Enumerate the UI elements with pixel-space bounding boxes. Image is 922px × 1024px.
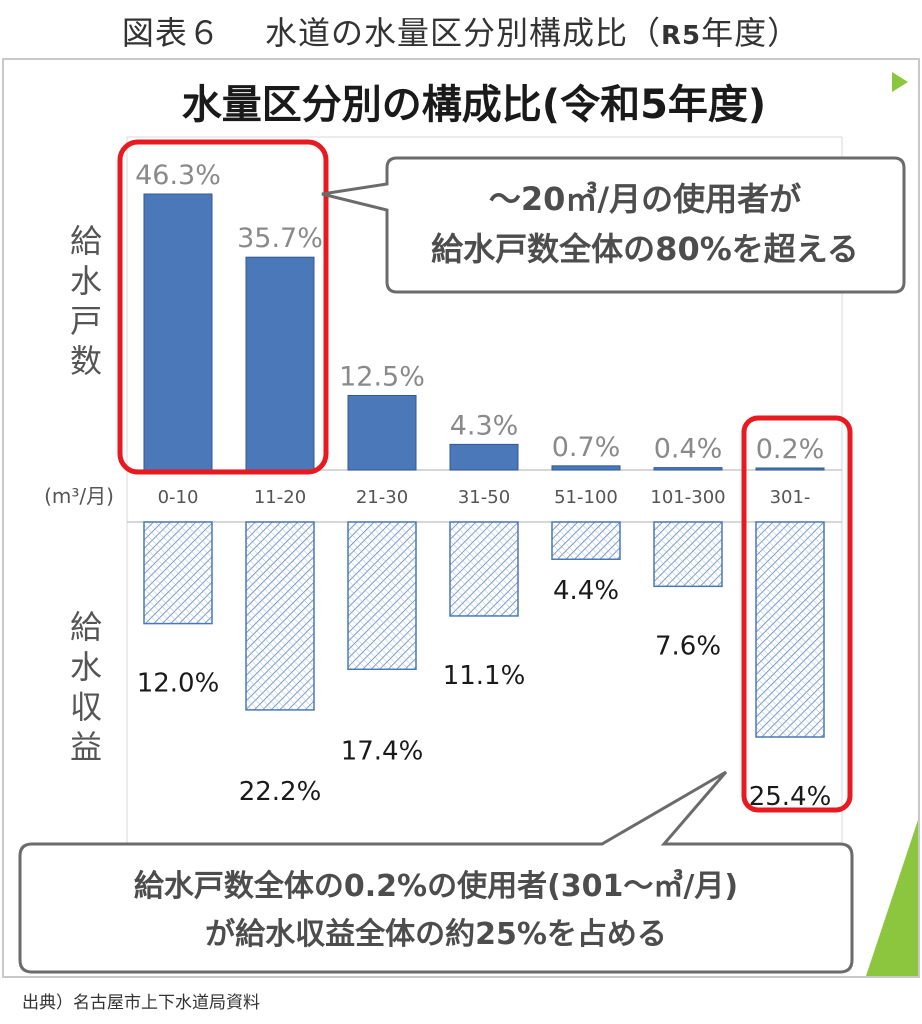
highlight-box-high-usage xyxy=(741,415,853,813)
households-bar-101-300 xyxy=(653,467,723,471)
series-label-bottom-text: 給水収益 xyxy=(70,608,102,766)
green-accent-arrow xyxy=(892,72,908,92)
households-label-301-: 0.2% xyxy=(756,434,825,465)
households-label-11-20: 35.7% xyxy=(237,223,323,254)
figure-caption: 図表６ 水道の水量区分別構成比（R5年度） xyxy=(0,8,922,54)
households-bar-301- xyxy=(755,467,825,471)
category-101-300: 101-300 xyxy=(650,487,725,508)
revenue-label-0-10: 12.0% xyxy=(137,669,220,699)
households-label-51-100: 0.7% xyxy=(552,432,621,463)
revenue-label-101-300: 7.6% xyxy=(655,631,721,661)
series-label-revenue: 給水収益 xyxy=(70,608,102,766)
revenue-bar-31-50 xyxy=(449,521,519,617)
green-accent-triangle xyxy=(866,820,918,976)
households-bar-0-10 xyxy=(143,193,213,471)
category-11-20: 11-20 xyxy=(254,487,306,508)
revenue-bar-101-300 xyxy=(653,521,723,588)
highlight-box-low-usage xyxy=(117,139,329,475)
chart-slide: 水量区分別の構成比(令和5年度) 給水戸数 給水収益 (m³/月) 0-10 11… xyxy=(2,58,920,978)
callout-top-bubble xyxy=(321,156,906,294)
figure-caption-suffix: 年度） xyxy=(701,14,801,52)
households-label-101-300: 0.4% xyxy=(654,434,723,465)
revenue-bar-21-30 xyxy=(347,521,417,671)
callout-top-line-2: 給水戸数全体の80%を超える xyxy=(431,230,859,268)
revenue-bars xyxy=(143,521,825,738)
revenue-label-31-50: 11.1% xyxy=(443,661,526,691)
revenue-label-21-30: 17.4% xyxy=(341,736,424,766)
figure-caption-fiscal-year: R5 xyxy=(661,21,702,51)
series-label-top-text: 給水戸数 xyxy=(70,222,102,380)
revenue-bar-11-20 xyxy=(245,521,315,711)
category-301-: 301- xyxy=(770,487,811,508)
households-bar-21-30 xyxy=(347,394,417,471)
households-bars xyxy=(143,193,825,471)
x-unit-label: (m³/月) xyxy=(44,484,114,508)
callout-bottom-line-2: が給水収益全体の約25%を占める xyxy=(205,917,667,952)
source-note: 出典）名古屋市上下水道局資料 xyxy=(22,993,260,1013)
callout-bottom-line-1: 給水戸数全体の0.2%の使用者(301～㎥/月) xyxy=(134,869,738,904)
callout-bottom-bubble xyxy=(18,770,854,974)
figure-caption-prefix: 図表６ 水道の水量区分別構成比（ xyxy=(121,14,662,52)
households-bar-11-20 xyxy=(245,256,315,471)
series-label-households: 給水戸数 xyxy=(70,222,102,380)
category-21-30: 21-30 xyxy=(356,487,408,508)
households-data-labels: 46.3% 35.7% 12.5% 4.3% 0.7% 0.4% 0.2% xyxy=(135,160,824,465)
households-bar-31-50 xyxy=(449,443,519,471)
revenue-label-301-: 25.4% xyxy=(749,782,832,812)
chart-title: 水量区分別の構成比(令和5年度) xyxy=(182,82,766,128)
revenue-bar-301- xyxy=(755,521,825,738)
revenue-label-51-100: 4.4% xyxy=(553,576,619,606)
callout-top-line-1: ～20㎥/月の使用者が xyxy=(489,180,801,218)
revenue-data-labels: 12.0% 22.2% 17.4% 11.1% 4.4% 7.6% 25.4% xyxy=(137,576,832,812)
households-label-0-10: 46.3% xyxy=(135,160,221,191)
households-label-21-30: 12.5% xyxy=(339,361,425,392)
category-31-50: 31-50 xyxy=(458,487,510,508)
revenue-bar-0-10 xyxy=(143,521,213,625)
households-label-31-50: 4.3% xyxy=(450,410,519,441)
category-0-10: 0-10 xyxy=(158,487,199,508)
revenue-label-11-20: 22.2% xyxy=(239,777,322,807)
revenue-bar-51-100 xyxy=(551,521,621,560)
category-51-100: 51-100 xyxy=(554,487,618,508)
households-bar-51-100 xyxy=(551,465,621,471)
chart-svg: 水量区分別の構成比(令和5年度) 給水戸数 給水収益 (m³/月) 0-10 11… xyxy=(18,72,918,976)
category-labels: 0-10 11-20 21-30 31-50 51-100 101-300 301- xyxy=(158,487,811,508)
